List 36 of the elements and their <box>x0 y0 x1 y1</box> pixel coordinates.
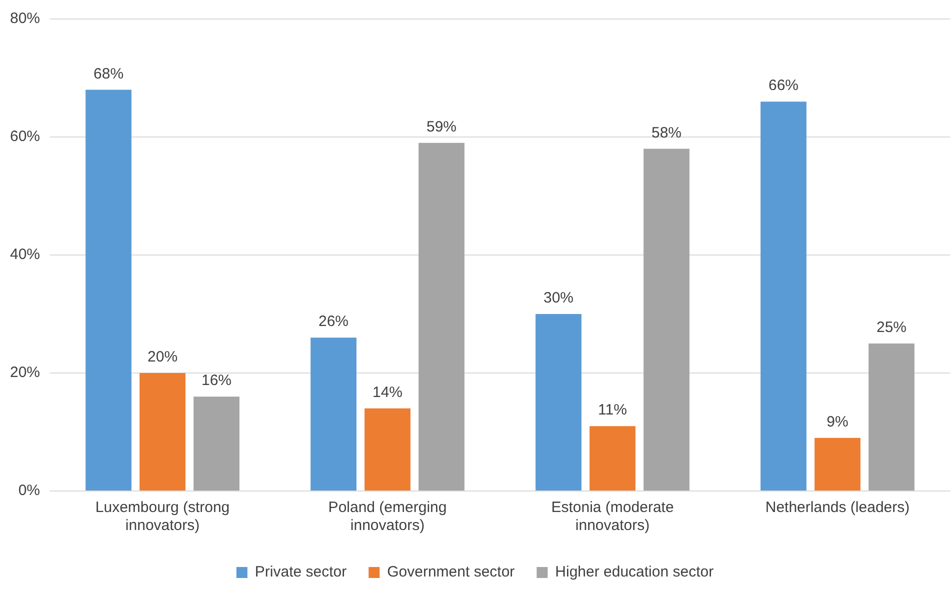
data-label: 14% <box>372 384 403 402</box>
y-tick-label: 60% <box>10 128 40 146</box>
y-tick-label: 80% <box>10 10 40 28</box>
bar <box>644 148 690 490</box>
bar <box>310 338 356 490</box>
x-tick-label: Luxembourg (strong innovators) <box>95 499 230 534</box>
y-tick-label: 20% <box>10 364 40 382</box>
bar <box>868 344 914 490</box>
legend-label: Private sector <box>254 564 347 581</box>
bar <box>536 314 582 490</box>
data-label: 30% <box>543 290 574 307</box>
x-tick-label: Netherlands (leaders) <box>765 499 910 516</box>
data-label: 16% <box>202 372 232 390</box>
bar <box>814 438 860 490</box>
data-label: 68% <box>94 65 124 82</box>
data-label: 11% <box>598 402 627 419</box>
data-label: 25% <box>876 319 907 336</box>
x-tick-label: Estonia (moderate innovators) <box>551 499 674 534</box>
legend-label: Government sector <box>387 564 515 581</box>
data-label: 26% <box>318 313 349 330</box>
bar <box>760 102 806 490</box>
y-tick-label: 0% <box>18 482 40 500</box>
bar <box>418 142 464 490</box>
bar <box>194 396 240 490</box>
data-label: 59% <box>426 118 457 136</box>
x-tick-label: Poland (emerging innovators) <box>328 499 447 534</box>
bar <box>364 408 410 490</box>
data-label: 66% <box>768 77 799 94</box>
data-label: 9% <box>826 414 848 431</box>
bar <box>590 426 636 490</box>
legend-label: Higher education sector <box>555 564 714 581</box>
bar <box>140 373 186 490</box>
bar <box>86 90 132 490</box>
y-tick-label: 40% <box>10 246 40 264</box>
data-label: 58% <box>651 124 682 142</box>
data-label: 20% <box>148 348 178 366</box>
